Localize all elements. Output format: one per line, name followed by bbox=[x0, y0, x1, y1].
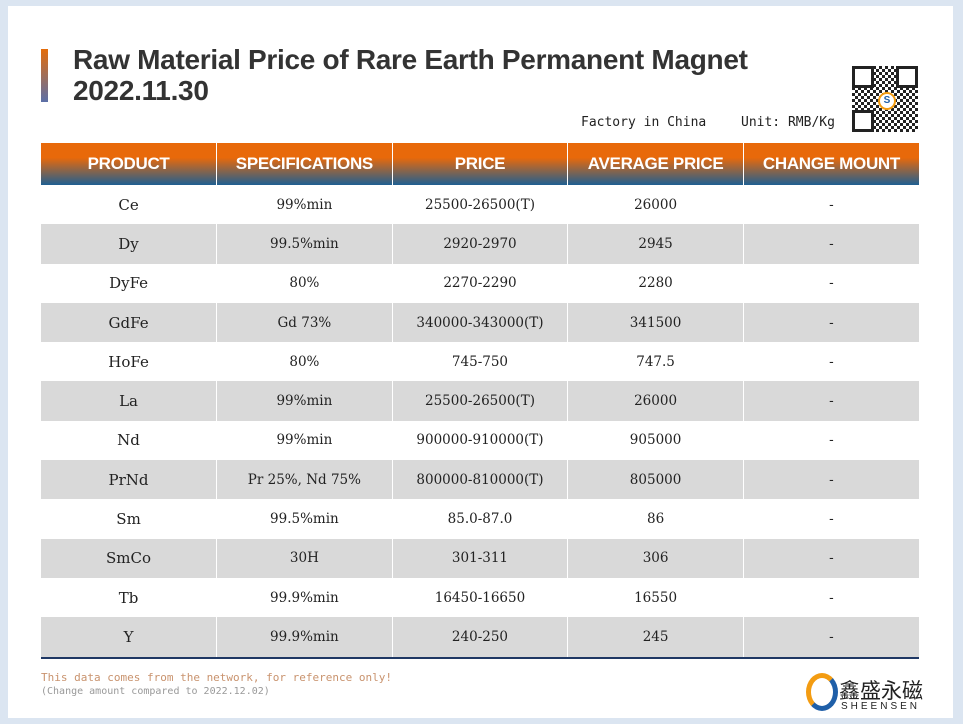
title-accent-bar bbox=[41, 49, 48, 102]
table-cell: - bbox=[742, 538, 919, 578]
table-cell: - bbox=[742, 420, 919, 461]
table-cell: 25500-26500(T) bbox=[391, 381, 568, 421]
table-cell: 240-250 bbox=[391, 617, 568, 659]
title-line: Raw Material Price of Rare Earth Permane… bbox=[73, 44, 748, 75]
table-cell: Tb bbox=[118, 588, 139, 607]
column-header: CHANGE MOUNT bbox=[742, 143, 919, 185]
table-cell: 99%min bbox=[216, 420, 393, 461]
table-cell: - bbox=[742, 577, 919, 618]
table-cell: PrNd bbox=[41, 460, 217, 500]
table-cell: DyFe bbox=[109, 274, 149, 293]
table-row: Tb 99.9%min 16450-16650 16550- bbox=[41, 577, 919, 618]
table-cell: 99.9%min bbox=[216, 617, 393, 659]
table-cell: GdFe bbox=[41, 302, 217, 343]
table-cell: La bbox=[41, 381, 217, 421]
table-cell: 99%min bbox=[216, 185, 393, 225]
table-cell: 80% bbox=[216, 342, 393, 382]
table-cell: 85.0-87.0 bbox=[391, 499, 568, 539]
table-cell: 900000-910000(T) bbox=[391, 420, 568, 461]
table-row: Nd 99%min 900000-910000(T) 905000- bbox=[41, 420, 919, 461]
table-cell: Gd 73% bbox=[216, 302, 393, 343]
table-row: SmCo 30H 301-311 306- bbox=[41, 538, 919, 578]
table-row: PrNd Pr 25%, Nd 75% 800000-810000(T) 805000… bbox=[41, 460, 919, 500]
table-row: La 99%min 25500-26500(T) 26000- bbox=[41, 381, 919, 421]
table-cell: 2270-2290 bbox=[391, 263, 568, 303]
table-cell: 245 bbox=[567, 617, 744, 659]
table-cell: 341500 bbox=[567, 302, 744, 343]
table-cell: 800000-810000(T) bbox=[391, 460, 568, 500]
table-cell: 26000 bbox=[567, 381, 744, 421]
table-cell: Dy bbox=[41, 224, 217, 264]
location-label: Factory in China bbox=[581, 115, 707, 130]
table-cell: SmCo bbox=[41, 538, 217, 578]
table-cell: - bbox=[742, 499, 919, 539]
table-cell: - bbox=[742, 342, 919, 382]
table-cell: Y bbox=[41, 617, 217, 659]
page-title: Raw Material Price of Rare Earth Permane… bbox=[73, 44, 748, 106]
table-cell: 301-311 bbox=[391, 538, 568, 578]
table-cell: Ce bbox=[118, 195, 139, 214]
table-cell: HoFe bbox=[108, 352, 149, 371]
table-cell: - bbox=[742, 381, 919, 421]
table-cell: 30H bbox=[216, 538, 393, 578]
table-cell: 340000-343000(T) bbox=[391, 302, 568, 343]
logo-s-icon bbox=[806, 673, 838, 711]
table-cell: 805000 bbox=[567, 460, 744, 500]
qr-code-icon: S bbox=[852, 66, 918, 132]
table-cell: 99.5%min bbox=[216, 499, 393, 539]
table-cell: 16450-16650 bbox=[391, 577, 568, 618]
table-cell: Sm bbox=[116, 510, 141, 529]
comparison-note: (Change amount compared to 2022.12.02) bbox=[41, 686, 270, 697]
logo-cn: 鑫盛永磁 bbox=[839, 680, 923, 703]
table-row: Dy 99.5%min 2920-2970 2945- bbox=[41, 224, 919, 264]
table-row: DyFe 80% 2270-2290 2280- bbox=[41, 263, 919, 303]
table-row: Sm 99.5%min 85.0-87.0 86- bbox=[41, 499, 919, 539]
table-row: GdFe Gd 73% 340000-343000(T) 341500- bbox=[41, 302, 919, 343]
price-table: PRODUCT SPECIFICATIONS PRICE AVERAGE PRICE C… bbox=[41, 143, 919, 659]
table-row: HoFe 80% 745-750 747.5- bbox=[41, 342, 919, 382]
table-row: Ce 99%min 25500-26500(T) 26000- bbox=[41, 185, 919, 225]
table-cell: - bbox=[742, 302, 919, 343]
disclaimer-note: This data comes from the network, for re… bbox=[41, 671, 392, 684]
table-cell: 2280 bbox=[567, 263, 744, 303]
table-cell: 99%min bbox=[216, 381, 393, 421]
title-date: 2022.11.30 bbox=[73, 75, 209, 106]
table-cell: 745-750 bbox=[391, 342, 568, 382]
table-cell: 86 bbox=[567, 499, 744, 539]
table-cell: 99.5%min bbox=[216, 224, 393, 264]
table-cell: 306 bbox=[567, 538, 744, 578]
table-cell: 16550 bbox=[567, 577, 744, 618]
table-row: Y 99.9%min 240-250 245- bbox=[41, 617, 919, 659]
table-cell: 905000 bbox=[567, 420, 744, 461]
table-cell: 26000 bbox=[567, 185, 744, 225]
table-cell: - bbox=[742, 617, 919, 659]
table-cell: 2920-2970 bbox=[391, 224, 568, 264]
table-cell: - bbox=[742, 460, 919, 500]
column-header: PRODUCT bbox=[41, 143, 217, 185]
table-cell: - bbox=[742, 263, 919, 303]
logo-en: SHEENSEN bbox=[841, 701, 921, 712]
table-cell: Pr 25%, Nd 75% bbox=[216, 460, 393, 500]
table-cell: - bbox=[742, 185, 919, 225]
unit-label: Unit: RMB/Kg bbox=[741, 115, 835, 130]
table-cell: 80% bbox=[216, 263, 393, 303]
table-cell: Nd bbox=[117, 431, 140, 450]
column-header: PRICE bbox=[391, 143, 568, 185]
column-header: AVERAGE PRICE bbox=[567, 143, 744, 185]
table-cell: 2945 bbox=[567, 224, 744, 264]
table-cell: 747.5 bbox=[567, 342, 744, 382]
table-cell: 25500-26500(T) bbox=[391, 185, 568, 225]
column-header: SPECIFICATIONS bbox=[216, 143, 393, 185]
table-cell: 99.9%min bbox=[216, 577, 393, 618]
table-cell: - bbox=[742, 224, 919, 264]
